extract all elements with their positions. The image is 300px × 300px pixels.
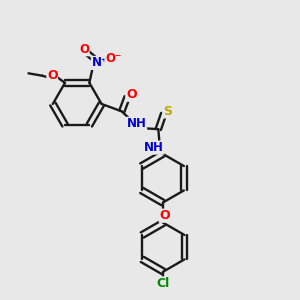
Text: O: O: [159, 209, 170, 222]
Text: O: O: [79, 43, 89, 56]
Text: O: O: [47, 69, 58, 82]
Text: O: O: [126, 88, 136, 101]
Text: O⁻: O⁻: [105, 52, 121, 65]
Text: N⁺: N⁺: [92, 56, 107, 69]
Text: Cl: Cl: [157, 277, 170, 290]
Text: NH: NH: [144, 141, 164, 154]
Text: NH: NH: [127, 117, 147, 130]
Text: S: S: [163, 105, 172, 118]
